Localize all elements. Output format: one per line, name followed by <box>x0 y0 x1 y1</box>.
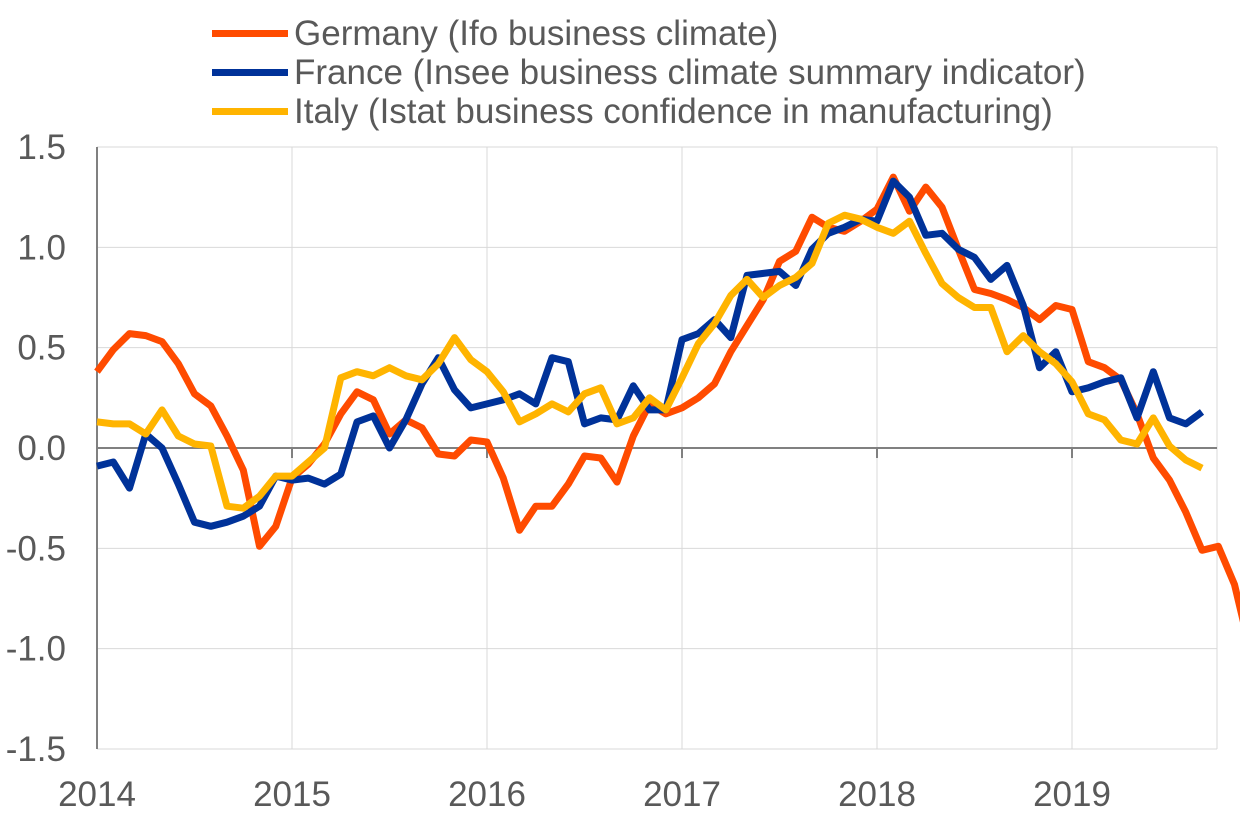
legend-item-france: France (Insee business climate summary i… <box>212 53 1086 92</box>
x-tick-label: 2015 <box>253 775 331 814</box>
y-tick-label: -1.0 <box>6 630 66 669</box>
x-tick-label: 2017 <box>643 775 721 814</box>
legend-swatch-germany <box>212 30 288 37</box>
grid <box>97 146 1218 750</box>
y-tick-label: 0.0 <box>17 429 66 468</box>
x-tick-label: 2019 <box>1033 775 1111 814</box>
legend-item-germany: Germany (Ifo business climate) <box>212 14 1086 53</box>
y-tick-label: 0.5 <box>17 329 66 368</box>
y-tick-label: 1.0 <box>17 228 66 267</box>
legend-item-italy: Italy (Istat business confidence in manu… <box>212 92 1086 131</box>
x-tick-label: 2018 <box>838 775 916 814</box>
tick-labels: 1.5 1.0 0.5 0.0 -0.5 -1.0 -1.5 2014 2015 2016 2017… <box>6 128 1111 814</box>
x-tick-label: 2014 <box>58 775 136 814</box>
y-tick-label: -0.5 <box>6 529 66 568</box>
legend-swatch-italy <box>212 108 288 115</box>
legend-label-germany: Germany (Ifo business climate) <box>294 14 779 53</box>
series-line-germany <box>94 173 1240 623</box>
axes <box>96 147 1217 749</box>
series-line-italy <box>96 211 1204 512</box>
x-tick-label: 2016 <box>448 775 526 814</box>
legend-label-italy: Italy (Istat business confidence in manu… <box>294 92 1053 131</box>
series-line-france <box>96 177 1205 530</box>
legend: Germany (Ifo business climate) France (I… <box>212 14 1086 131</box>
series-group <box>94 173 1240 623</box>
legend-swatch-france <box>212 69 288 76</box>
y-tick-label: 1.5 <box>17 128 66 167</box>
legend-label-france: France (Insee business climate summary i… <box>294 53 1086 92</box>
y-tick-label: -1.5 <box>6 730 66 769</box>
